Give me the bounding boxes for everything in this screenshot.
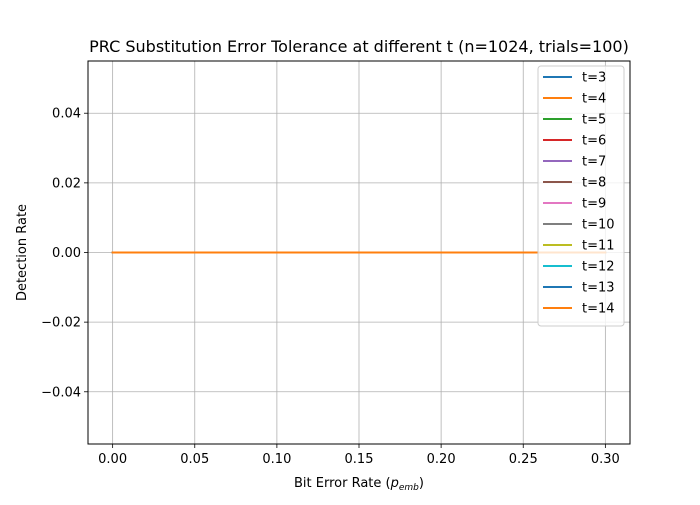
x-tick-label: 0.30	[591, 452, 620, 467]
x-tick-label: 0.15	[345, 452, 374, 467]
legend-label: t=6	[582, 134, 606, 149]
y-tick-label: 0.00	[52, 246, 81, 261]
legend-box	[537, 65, 625, 327]
y-tick-label: 0.02	[52, 176, 81, 191]
x-tick-label: 0.10	[262, 452, 291, 467]
x-tick-label: 0.00	[98, 452, 127, 467]
legend-label: t=10	[582, 218, 615, 233]
x-axis-label-sub: emb	[399, 483, 419, 493]
legend-label: t=8	[582, 176, 606, 191]
legend-label: t=4	[582, 92, 606, 107]
x-axis-label-close: )	[419, 476, 424, 491]
y-axis-ticks: −0.04 −0.02 0.00 0.02 0.04	[41, 107, 88, 400]
x-tick-label: 0.20	[427, 452, 456, 467]
legend-label: t=3	[582, 71, 606, 86]
legend-label: t=14	[582, 302, 615, 317]
x-tick-label: 0.05	[180, 452, 209, 467]
legend-label: t=11	[582, 239, 615, 254]
legend-label: t=13	[582, 281, 615, 296]
x-axis-label: Bit Error Rate (pemb)	[294, 476, 424, 493]
legend-label: t=9	[582, 197, 606, 212]
x-tick-label: 0.25	[509, 452, 538, 467]
x-axis-ticks: 0.00 0.05 0.10 0.15 0.20 0.25 0.30	[98, 444, 620, 467]
legend-label: t=5	[582, 113, 606, 128]
legend-label: t=7	[582, 155, 606, 170]
y-tick-label: −0.04	[41, 385, 81, 400]
x-axis-label-var: p	[390, 476, 399, 491]
y-axis-label: Detection Rate	[15, 204, 30, 301]
legend-label: t=12	[582, 260, 615, 275]
x-axis-label-main: Bit Error Rate (	[294, 476, 391, 491]
chart-title: PRC Substitution Error Tolerance at diff…	[89, 37, 629, 56]
legend: t=3 t=4 t=5 t=6 t=7 t=8 t=9 t=10 t=11 t=12 t=13 t=1…	[537, 65, 625, 327]
y-tick-label: −0.02	[41, 316, 81, 331]
y-tick-label: 0.04	[52, 107, 81, 122]
